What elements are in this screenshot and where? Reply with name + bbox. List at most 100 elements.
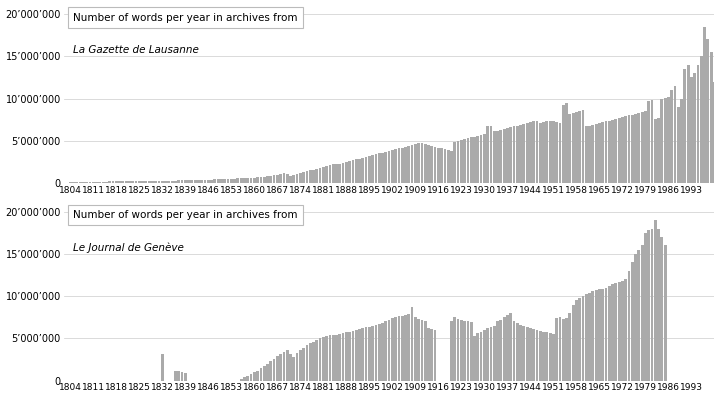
- Bar: [651, 228, 653, 380]
- Bar: [384, 322, 387, 380]
- Bar: [118, 181, 121, 183]
- Bar: [177, 180, 180, 183]
- Bar: [483, 134, 486, 183]
- Bar: [401, 316, 404, 380]
- Bar: [141, 181, 144, 183]
- Bar: [299, 350, 302, 380]
- Bar: [397, 148, 400, 183]
- Bar: [338, 334, 341, 380]
- Bar: [220, 179, 223, 183]
- Bar: [651, 100, 653, 183]
- Bar: [500, 130, 503, 183]
- Bar: [529, 122, 532, 183]
- Bar: [348, 332, 351, 380]
- Bar: [644, 111, 647, 183]
- Bar: [490, 127, 492, 183]
- Bar: [345, 332, 348, 380]
- Bar: [361, 158, 364, 183]
- Bar: [72, 182, 75, 183]
- Bar: [523, 124, 525, 183]
- Bar: [536, 121, 539, 183]
- Bar: [246, 178, 249, 183]
- Bar: [546, 332, 548, 380]
- Bar: [506, 315, 509, 380]
- Bar: [125, 181, 127, 183]
- Bar: [312, 170, 315, 183]
- Bar: [614, 283, 617, 380]
- Bar: [578, 111, 581, 183]
- Bar: [151, 181, 154, 183]
- Bar: [424, 321, 427, 380]
- Bar: [463, 321, 466, 380]
- Bar: [322, 337, 325, 380]
- Bar: [456, 141, 459, 183]
- Bar: [253, 178, 256, 183]
- Bar: [351, 331, 354, 380]
- Bar: [585, 127, 588, 183]
- Bar: [431, 329, 433, 380]
- Bar: [364, 328, 367, 380]
- Bar: [358, 158, 361, 183]
- Bar: [641, 246, 644, 380]
- Bar: [305, 345, 308, 380]
- Bar: [588, 126, 591, 183]
- Bar: [427, 145, 430, 183]
- Bar: [687, 65, 690, 183]
- Bar: [628, 271, 631, 380]
- Bar: [509, 313, 512, 380]
- Bar: [227, 179, 230, 183]
- Bar: [611, 284, 614, 380]
- Bar: [697, 65, 699, 183]
- Bar: [621, 281, 624, 380]
- Bar: [381, 152, 384, 183]
- Bar: [473, 336, 476, 380]
- Bar: [414, 317, 417, 380]
- Bar: [493, 326, 495, 380]
- Bar: [128, 181, 131, 183]
- Bar: [338, 164, 341, 183]
- Bar: [670, 90, 673, 183]
- Bar: [456, 319, 459, 380]
- Bar: [467, 322, 469, 380]
- Bar: [660, 100, 663, 183]
- Bar: [690, 77, 693, 183]
- Bar: [706, 39, 709, 183]
- Bar: [582, 296, 585, 380]
- Bar: [519, 325, 522, 380]
- Bar: [559, 123, 562, 183]
- Bar: [628, 115, 631, 183]
- Bar: [644, 233, 647, 380]
- Bar: [99, 181, 102, 183]
- Bar: [253, 372, 256, 380]
- Text: La Gazette de Lausanne: La Gazette de Lausanne: [73, 45, 199, 55]
- Bar: [309, 170, 312, 183]
- Bar: [263, 366, 266, 380]
- Bar: [404, 315, 407, 380]
- Bar: [387, 151, 390, 183]
- Text: Number of words per year in archives from: Number of words per year in archives fro…: [73, 13, 298, 23]
- Bar: [433, 147, 436, 183]
- Bar: [191, 180, 193, 183]
- Bar: [710, 52, 713, 183]
- Bar: [513, 127, 516, 183]
- Bar: [302, 172, 305, 183]
- Bar: [568, 313, 571, 380]
- Bar: [259, 368, 262, 380]
- Bar: [161, 181, 163, 183]
- Bar: [187, 180, 190, 183]
- Bar: [562, 319, 564, 380]
- Bar: [647, 101, 650, 183]
- Bar: [539, 123, 541, 183]
- Bar: [637, 113, 640, 183]
- Bar: [78, 182, 81, 183]
- Bar: [605, 288, 608, 380]
- Bar: [177, 371, 180, 380]
- Bar: [437, 148, 440, 183]
- Bar: [361, 328, 364, 380]
- Bar: [204, 180, 207, 183]
- Bar: [217, 179, 220, 183]
- Bar: [115, 181, 117, 183]
- Bar: [223, 179, 226, 183]
- Bar: [368, 327, 371, 380]
- Bar: [315, 340, 318, 380]
